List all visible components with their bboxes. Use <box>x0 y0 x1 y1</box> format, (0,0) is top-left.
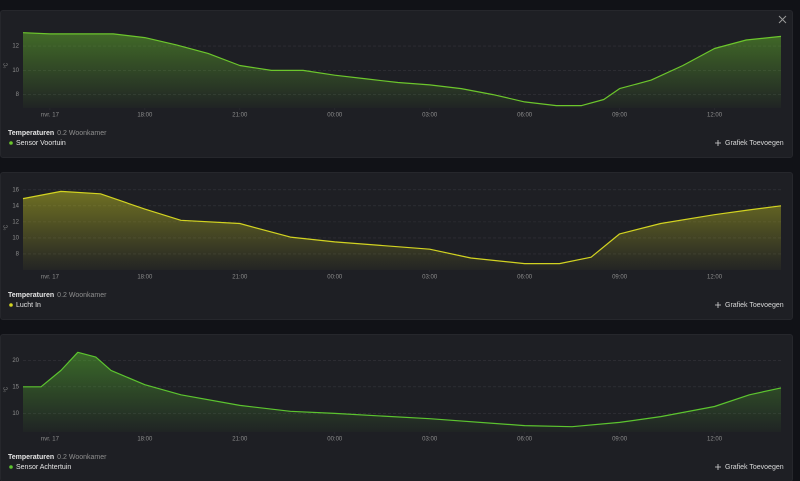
panel: 10 15 20 °C nvr. 17 18:00 21:00 00:00 03:00 06:00… <box>0 334 793 481</box>
chart: 10 15 20 °C nvr. 17 18:00 21:00 00:00 03:00 06:00… <box>3 351 784 471</box>
x-tick-label: 00:00 <box>327 113 343 119</box>
y-tick-label: 20 <box>12 358 19 364</box>
line <box>22 190 782 265</box>
legend-label: Sensor Voortuin <box>16 140 66 147</box>
x-tick-label: 12:00 <box>707 113 723 119</box>
x-tick-label: 18:00 <box>137 275 153 281</box>
add-chart-button[interactable]: Grafiek Toevoegen <box>725 140 784 147</box>
title: Temperaturen <box>8 130 54 137</box>
legend-label: Sensor Achtertuin <box>16 464 71 471</box>
y-tick-label: 12 <box>12 44 19 50</box>
x-tick-label: 06:00 <box>517 275 533 281</box>
subtitle: 0.2 Woonkamer <box>57 130 107 137</box>
line <box>23 351 782 428</box>
chart: 8 10 12 °C nvr. 17 18:00 21:00 00:00 03:00 06:00 0… <box>3 32 784 147</box>
x-tick-label: nvr. 17 <box>41 275 60 281</box>
subtitle: 0.2 Woonkamer <box>57 454 107 461</box>
plus-icon[interactable] <box>715 140 721 146</box>
x-tick-label: 21:00 <box>232 113 248 119</box>
x-tick-label: 12:00 <box>707 437 723 443</box>
x-tick-label: nvr. 17 <box>41 437 60 443</box>
area-fill <box>23 32 781 109</box>
plus-icon[interactable] <box>715 464 721 470</box>
line <box>22 32 782 107</box>
y-tick-label: 8 <box>16 92 20 98</box>
y-tick-label: 10 <box>12 68 19 74</box>
x-tick-label: 18:00 <box>137 437 153 443</box>
close-x[interactable] <box>778 15 787 24</box>
legend-dot <box>9 465 13 469</box>
panel: 8 10 12 14 16 °C nvr. 17 18:00 21:00 00:00 03:00 06… <box>0 172 793 320</box>
y-axis-label: °C <box>3 224 9 230</box>
area-fill <box>23 191 781 270</box>
x-tick-label: 21:00 <box>232 275 248 281</box>
y-axis-label: °C <box>3 62 9 68</box>
chart-title: Temperaturen 0.2 Woonkamer <box>8 130 107 137</box>
y-axis-label: °C <box>3 386 9 392</box>
y-tick-label: 8 <box>16 252 20 258</box>
x-tick-label: nvr. 17 <box>41 113 60 119</box>
x-tick-label: 21:00 <box>232 437 248 443</box>
area-fill <box>23 352 781 432</box>
x-tick-label: 09:00 <box>612 113 628 119</box>
chart-title: Temperaturen 0.2 Woonkamer <box>8 292 107 299</box>
y-tick-label: 16 <box>12 187 19 193</box>
title: Temperaturen <box>8 292 54 299</box>
y-tick-label: 10 <box>12 411 19 417</box>
chart-title: Temperaturen 0.2 Woonkamer <box>8 454 107 461</box>
x-tick-label: 18:00 <box>137 113 153 119</box>
y-tick-label: 15 <box>12 384 19 390</box>
x-tick-label: 03:00 <box>422 437 438 443</box>
x-tick-label: 09:00 <box>612 437 628 443</box>
plus-icon[interactable] <box>715 302 721 308</box>
chart: 8 10 12 14 16 °C nvr. 17 18:00 21:00 00:00 03:00 06… <box>3 187 784 309</box>
title: Temperaturen <box>8 454 54 461</box>
x-tick-label: 12:00 <box>707 275 723 281</box>
legend-dot <box>9 141 13 145</box>
x-tick-label: 03:00 <box>422 113 438 119</box>
x-tick-label: 06:00 <box>517 437 533 443</box>
y-tick-label: 14 <box>12 203 19 209</box>
panel: 8 10 12 °C nvr. 17 18:00 21:00 00:00 03:00 06:00 0… <box>0 10 793 158</box>
add-chart-button[interactable]: Grafiek Toevoegen <box>725 464 784 471</box>
x-tick-label: 00:00 <box>327 275 343 281</box>
x-tick-label: 00:00 <box>327 437 343 443</box>
legend-label: Lucht In <box>16 302 41 309</box>
y-tick-label: 10 <box>12 236 19 242</box>
close-icon[interactable] <box>0 0 800 30</box>
legend-dot <box>9 303 13 307</box>
subtitle: 0.2 Woonkamer <box>57 292 107 299</box>
y-tick-label: 12 <box>12 219 19 225</box>
x-tick-label: 06:00 <box>517 113 533 119</box>
x-tick-label: 03:00 <box>422 275 438 281</box>
add-chart-button[interactable]: Grafiek Toevoegen <box>725 302 784 309</box>
x-tick-label: 09:00 <box>612 275 628 281</box>
